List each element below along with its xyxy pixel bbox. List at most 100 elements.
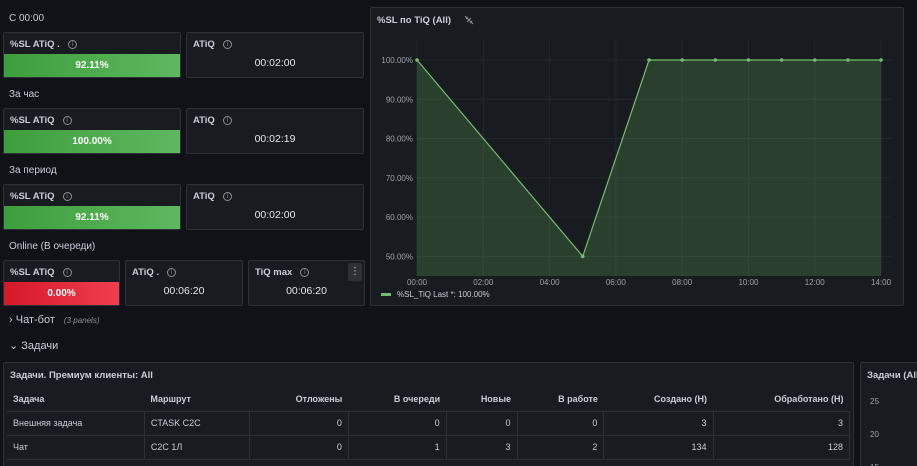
section-label-period: За период <box>9 165 57 176</box>
y-tick-label: 90.00% <box>386 95 413 104</box>
column-header[interactable]: Создано (Н) <box>603 387 714 412</box>
table-cell: 2 <box>517 435 605 460</box>
side-y-tick: 20 <box>870 430 879 439</box>
column-header[interactable]: В работе <box>517 387 604 412</box>
chart-panel-sl-tiq[interactable]: %SL по TiQ (All) 100.00% 90.00% 80.00% 70.0… <box>370 7 904 306</box>
data-point <box>713 58 718 62</box>
sl-tiq-chart: 100.00% 90.00% 80.00% 70.00% 60.00% 50.00% 00:… <box>381 40 892 287</box>
data-point <box>680 58 684 62</box>
table-cell: 0 <box>348 411 447 436</box>
table-row: Чат C2C 1Л 0 1 3 2 134 128 <box>7 435 851 460</box>
stat-value-bar: 0.00% <box>4 282 119 305</box>
row-title: Задачи <box>21 340 59 352</box>
data-point <box>415 58 419 62</box>
x-tick-label: 04:00 <box>540 278 561 287</box>
column-header[interactable]: Отложены <box>249 387 349 412</box>
chart-legend[interactable]: %SL_TiQ Last *: 100.00% <box>381 290 490 299</box>
section-label-hour: За час <box>9 89 40 100</box>
stat-value: 00:02:00 <box>254 57 296 69</box>
data-point <box>879 58 883 62</box>
info-icon[interactable]: i <box>222 115 232 125</box>
y-tick-label: 100.00% <box>381 56 413 65</box>
table-cell: 0 <box>517 411 605 436</box>
x-tick-label: 12:00 <box>805 278 826 287</box>
tasks-table: Задача Маршрут Отложены В очереди Новые В раб… <box>7 387 851 460</box>
section-label-today: С 00:00 <box>9 13 45 24</box>
x-tick-label: 02:00 <box>473 278 494 287</box>
x-tick-label: 06:00 <box>606 278 627 287</box>
y-tick-label: 50.00% <box>386 252 413 261</box>
table-cell: 3 <box>446 435 518 460</box>
info-icon[interactable]: i <box>222 39 232 49</box>
data-point <box>647 58 651 62</box>
info-icon[interactable]: i <box>67 39 77 49</box>
chevron-right-icon: › <box>9 314 13 326</box>
y-tick-label: 60.00% <box>386 213 413 222</box>
stat-panel-atiq-today[interactable]: ATiQ i 00:02:00 <box>186 32 364 78</box>
stat-panel-atiq-hour[interactable]: ATiQ i 00:02:19 <box>186 108 364 154</box>
y-tick-label: 70.00% <box>386 174 413 183</box>
table-cell: C2C 1Л <box>144 435 251 460</box>
info-icon[interactable]: i <box>62 267 72 277</box>
table-cell: CTASK C2C <box>144 411 251 436</box>
row-title: Чат-бот <box>15 314 55 326</box>
stat-value: 00:02:00 <box>254 209 296 221</box>
table-cell: Чат <box>7 435 145 460</box>
data-point <box>846 58 850 62</box>
panel-title: Задачи (All <box>867 370 917 381</box>
panel-title: Задачи. Премиум клиенты: All <box>10 370 153 381</box>
side-y-tick: 15 <box>870 463 879 466</box>
column-header[interactable]: Новые <box>446 387 518 412</box>
stat-panel-atiq-online[interactable]: ATiQ . i 00:06:20 <box>125 260 243 306</box>
table-panel-tasks[interactable]: Задачи. Премиум клиенты: All Задача Маршр… <box>3 362 854 466</box>
panel-title: %SL ATiQ <box>10 191 55 202</box>
info-icon[interactable]: i <box>62 115 72 125</box>
column-header[interactable]: Задача <box>7 387 145 412</box>
table-cell: 0 <box>446 411 518 436</box>
x-tick-label: 14:00 <box>871 278 892 287</box>
stat-value-bar: 92.11% <box>4 54 180 77</box>
table-cell: 0 <box>249 411 349 436</box>
no-link-icon[interactable] <box>464 15 474 25</box>
table-cell: 3 <box>603 411 714 436</box>
table-cell: Внешняя задача <box>7 411 145 436</box>
info-icon[interactable]: i <box>222 191 232 201</box>
info-icon[interactable]: i <box>300 267 310 277</box>
column-header[interactable]: В очереди <box>348 387 447 412</box>
column-header[interactable]: Обработано (Н) <box>713 387 850 412</box>
panel-menu-icon[interactable]: ⋮ <box>348 263 362 281</box>
stat-panel-sl-today[interactable]: %SL ATiQ . i 92.11% <box>3 32 181 78</box>
column-header[interactable]: Маршрут <box>144 387 250 412</box>
stat-panel-sl-hour[interactable]: %SL ATiQ i 100.00% <box>3 108 181 154</box>
x-tick-label: 08:00 <box>672 278 693 287</box>
legend-swatch <box>381 293 391 297</box>
stat-panel-sl-period[interactable]: %SL ATiQ i 92.11% <box>3 184 181 230</box>
panel-title: %SL ATiQ <box>10 267 55 278</box>
section-label-online: Online (В очереди) <box>9 241 96 252</box>
data-point <box>580 254 585 259</box>
stat-value: 00:06:20 <box>163 285 205 297</box>
row-panel-count: (3 panels) <box>63 316 100 325</box>
stat-panel-tiq-max[interactable]: TiQ max i ⋮ 00:06:20 <box>248 260 365 306</box>
table-cell: 3 <box>713 411 851 436</box>
stat-panel-atiq-period[interactable]: ATiQ i 00:02:00 <box>186 184 364 230</box>
panel-title: ATiQ <box>193 115 215 126</box>
info-icon[interactable]: i <box>167 267 177 277</box>
table-cell: 1 <box>348 435 447 460</box>
panel-title: ATiQ . <box>132 267 160 278</box>
stat-value: 00:06:20 <box>286 285 327 297</box>
stat-panel-sl-online[interactable]: %SL ATiQ i 0.00% <box>3 260 120 306</box>
row-tasks-expanded[interactable]: ⌄ Задачи <box>9 339 58 352</box>
chevron-down-icon: ⌄ <box>9 340 19 352</box>
series-area <box>417 60 882 276</box>
row-chatbot-collapsed[interactable]: › Чат-бот (3 panels) <box>9 314 100 326</box>
side-chart-panel[interactable]: Задачи (All 25 20 15 <box>860 362 917 466</box>
info-icon[interactable]: i <box>62 191 72 201</box>
legend-label: %SL_TiQ Last *: 100.00% <box>397 290 490 299</box>
stat-value-bar: 100.00% <box>4 130 180 153</box>
side-y-tick: 25 <box>870 397 879 406</box>
y-tick-label: 80.00% <box>386 135 413 144</box>
table-row: Внешняя задача CTASK C2C 0 0 0 0 3 3 <box>7 411 851 436</box>
series-line <box>416 59 882 258</box>
panel-title: ATiQ <box>193 39 215 50</box>
